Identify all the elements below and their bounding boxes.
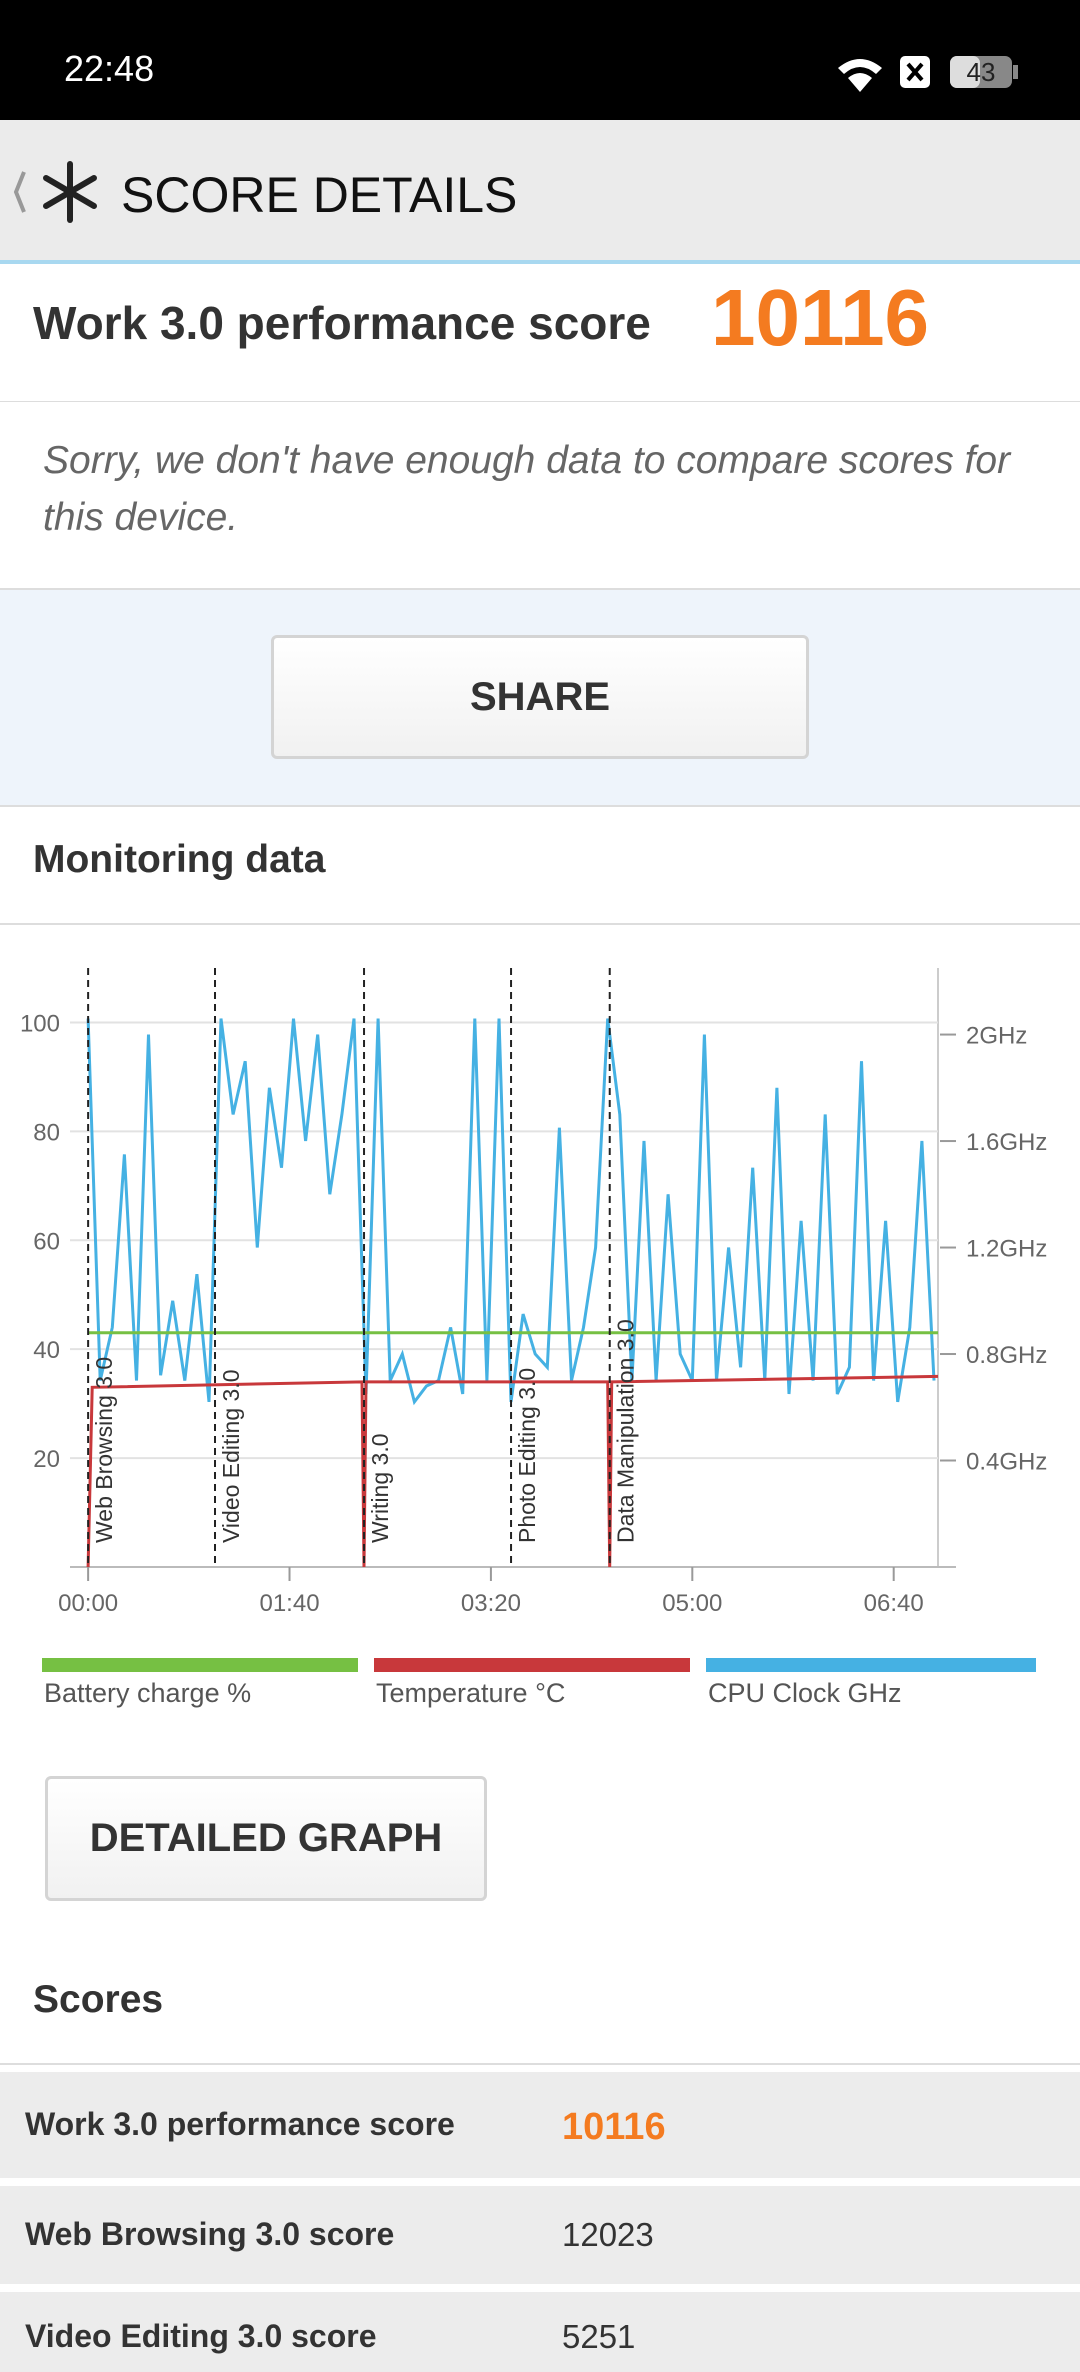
score-row-label: Video Editing 3.0 score (25, 2318, 377, 2354)
legend-label: CPU Clock GHz (708, 1678, 902, 1708)
wifi-icon (838, 59, 882, 92)
y-tick-label: 20 (33, 1446, 60, 1473)
marker-label: Video Editing 3.0 (218, 1370, 244, 1544)
legend-label: Temperature °C (376, 1678, 566, 1708)
share-button[interactable]: SHARE (271, 635, 809, 759)
y2-tick-label: 2GHz (966, 1023, 1027, 1050)
back-logo[interactable] (10, 160, 110, 230)
battery-text: 43 (967, 57, 996, 87)
x-tick-label: 03:20 (461, 1590, 521, 1617)
note-card (0, 402, 1080, 590)
y-tick-label: 40 (33, 1337, 60, 1364)
score-row-value: 12023 (562, 2216, 654, 2253)
status-icons: 43 (838, 56, 1018, 92)
y-tick-label: 60 (33, 1228, 60, 1255)
monitoring-title: Monitoring data (33, 838, 326, 881)
marker-label: Web Browsing 3.0 (91, 1357, 117, 1543)
y-tick-label: 100 (20, 1010, 60, 1037)
score-row-value: 5251 (562, 2318, 636, 2355)
score-row-label: Work 3.0 performance score (25, 2106, 455, 2142)
score-label: Work 3.0 performance score (33, 297, 651, 349)
scores-title: Scores (33, 1978, 164, 2021)
y-tick-label: 80 (33, 1119, 60, 1146)
legend-swatch (706, 1658, 1036, 1672)
score-card (0, 265, 1080, 403)
score-row (0, 2292, 1080, 2372)
detailed-graph-button[interactable]: DETAILED GRAPH (45, 1776, 487, 1901)
status-time: 22:48 (64, 48, 155, 89)
score-row-label: Web Browsing 3.0 score (25, 2216, 395, 2252)
battery-level (950, 56, 980, 88)
x-tick-label: 00:00 (58, 1590, 118, 1617)
score-row-value: 10116 (562, 2106, 666, 2148)
marker-label: Writing 3.0 (367, 1433, 393, 1543)
app-bar (0, 120, 1080, 264)
score-row (0, 2186, 1080, 2284)
score-value: 10116 (711, 273, 930, 362)
score-row (0, 2072, 1080, 2178)
battery-tip (1013, 65, 1018, 79)
note-text: Sorry, we don't have enough data to comp… (43, 439, 1011, 539)
status-bar (0, 0, 1080, 120)
divider (0, 2063, 1080, 2065)
y2-tick-label: 0.4GHz (966, 1449, 1047, 1476)
legend-swatch (374, 1658, 690, 1672)
divider (0, 923, 1080, 925)
series-line (86, 1374, 939, 1568)
legend-swatch (42, 1658, 358, 1672)
app-bar-title: SCORE DETAILS (121, 167, 518, 223)
y2-tick-label: 1.2GHz (966, 1236, 1047, 1263)
back-arrow (13, 171, 26, 213)
marker-label: Data Manipulation 3.0 (613, 1319, 639, 1543)
marker-label: Photo Editing 3.0 (514, 1368, 540, 1543)
y2-tick-label: 0.8GHz (966, 1342, 1047, 1369)
legend-label: Battery charge % (44, 1678, 252, 1708)
x-tick-label: 01:40 (259, 1590, 319, 1617)
x-tick-label: 06:40 (864, 1590, 924, 1617)
chart: 20 40 60 80 100 0.4GHz 0.8GHz 1.2GHz 1.6GHz 2GHz 0… (20, 968, 1047, 1617)
x-tick-label: 05:00 (662, 1590, 722, 1617)
snowflake-logo (43, 161, 97, 223)
y2-tick-label: 1.6GHz (966, 1129, 1047, 1156)
sim-x (906, 62, 924, 82)
